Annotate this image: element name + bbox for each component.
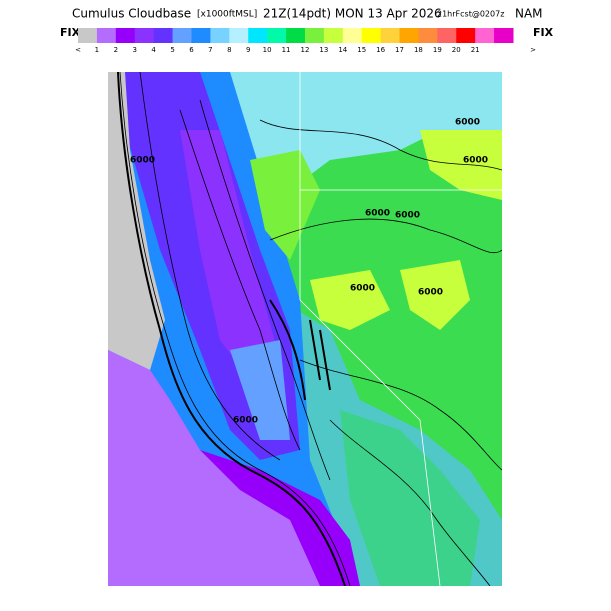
colorbar-swatch <box>210 28 230 43</box>
colorbar-swatch <box>191 28 211 43</box>
title-main: Cumulus Cloudbase <box>72 7 191 21</box>
contour-label: 6000 <box>418 288 443 298</box>
colorbar-label: 2 <box>114 46 118 54</box>
colorbar-swatch <box>475 28 495 43</box>
contour-label: 6000 <box>350 284 375 294</box>
colorbar-swatch <box>286 28 306 43</box>
colorbar-swatch <box>494 28 514 43</box>
fix-right: FIX <box>533 26 554 39</box>
contour-label: 6000 <box>395 211 420 221</box>
colorbar-label: 6 <box>189 46 194 54</box>
colorbar-label: 12 <box>300 46 309 54</box>
title-units: [x1000ftMSL] <box>197 10 257 20</box>
colorbar-swatch <box>399 28 419 43</box>
colorbar-swatch <box>172 28 192 43</box>
title-forecast: 21hrFcst@0207z <box>437 10 504 19</box>
colorbar-label: 4 <box>151 46 156 54</box>
contour-label: 6000 <box>455 118 480 128</box>
colorbar-swatch <box>267 28 287 43</box>
title-model: NAM <box>515 7 543 21</box>
colorbar-label: 9 <box>246 46 250 54</box>
colorbar-label: 13 <box>319 46 328 54</box>
colorbar-label: 1 <box>95 46 99 54</box>
colorbar: <1 2 3 4 5 6 7 8 9 10 11 12 13 14 15 16 17 18 19 20 21 > <box>75 28 536 54</box>
fix-left: FIX <box>60 26 81 39</box>
colorbar-label: 14 <box>338 46 347 54</box>
colorbar-swatch <box>248 28 268 43</box>
colorbar-label: 16 <box>376 46 385 54</box>
colorbar-swatch <box>134 28 155 43</box>
colorbar-label: 19 <box>433 46 442 54</box>
colorbar-swatch <box>229 28 249 43</box>
colorbar-swatch <box>342 28 363 43</box>
colorbar-label: 7 <box>208 46 212 54</box>
colorbar-swatch <box>304 28 325 43</box>
colorbar-label: 5 <box>170 46 174 54</box>
contour-label: 6000 <box>463 156 488 166</box>
colorbar-swatch <box>78 28 98 43</box>
title-time: 21Z(14pdt) MON 13 Apr 2026 <box>263 7 442 21</box>
colorbar-label: 10 <box>263 46 272 54</box>
colorbar-label: 18 <box>414 46 423 54</box>
contour-label: 6000 <box>130 156 155 166</box>
colorbar-swatch <box>418 28 438 43</box>
colorbar-label: 17 <box>395 46 404 54</box>
colorbar-label: 20 <box>452 46 461 54</box>
colorbar-swatch <box>380 28 401 43</box>
colorbar-label: > <box>530 46 536 54</box>
title: Cumulus Cloudbase [x1000ftMSL] 21Z(14pdt… <box>72 7 543 21</box>
colorbar-swatch <box>361 28 382 43</box>
colorbar-label: < <box>75 46 81 54</box>
colorbar-swatch <box>323 28 344 43</box>
colorbar-swatch <box>115 28 136 43</box>
contour-label: 6000 <box>233 416 258 426</box>
colorbar-label: 21 <box>471 46 480 54</box>
contour-labels: 6000 6000 6000 6000 6000 6000 6000 6000 <box>130 118 488 426</box>
colorbar-label: 11 <box>282 46 291 54</box>
colorbar-label: 15 <box>357 46 366 54</box>
colorbar-swatch <box>456 28 476 43</box>
contour-label: 6000 <box>365 209 390 219</box>
colorbar-swatch <box>96 28 117 43</box>
map: 6000 6000 6000 6000 6000 6000 6000 6000 <box>108 72 502 586</box>
colorbar-swatch <box>153 28 174 43</box>
colorbar-label: 8 <box>227 46 231 54</box>
colorbar-label: 3 <box>133 46 137 54</box>
colorbar-swatch <box>437 28 457 43</box>
